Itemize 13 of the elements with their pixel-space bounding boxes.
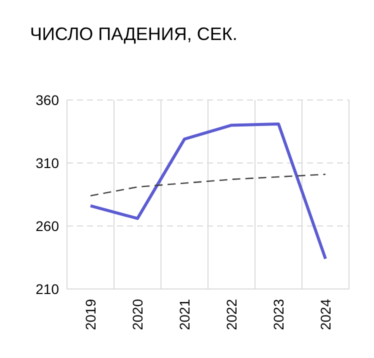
x-tick-label: 2023 — [270, 298, 286, 330]
chart-title: ЧИСЛО ПАДЕНИЯ, СЕК. — [30, 24, 238, 45]
x-tick-label: 2022 — [224, 298, 240, 330]
x-tick-label: 2021 — [176, 298, 192, 330]
x-tick-label: 2024 — [318, 298, 334, 330]
x-tick-label: 2019 — [82, 298, 98, 330]
line-series — [90, 174, 326, 196]
y-tick-label: 260 — [36, 218, 60, 234]
line-series — [89, 122, 327, 260]
x-tick-label: 2020 — [130, 298, 146, 330]
y-tick-label: 310 — [36, 154, 60, 171]
y-tick-label: 210 — [36, 280, 60, 297]
y-tick-label: 360 — [36, 92, 60, 108]
